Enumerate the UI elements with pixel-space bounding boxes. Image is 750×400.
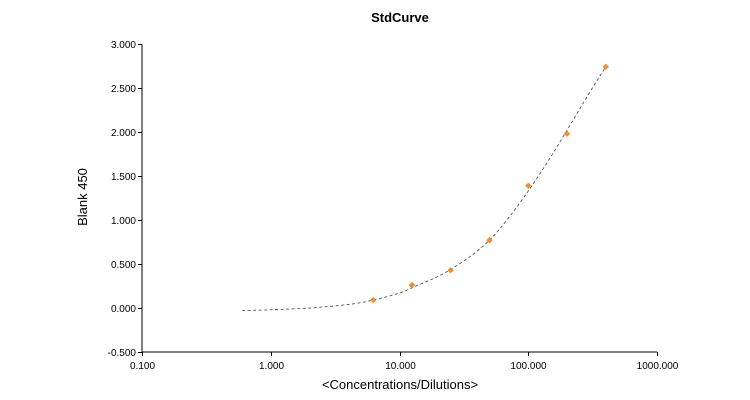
x-tick-label: 0.100 [130,361,155,372]
data-point-diamond [486,237,493,244]
y-tick-label: 2.500 [111,84,136,95]
x-tick-label: 1.000 [259,361,284,372]
data-point-diamond [447,266,454,274]
y-tick-label: 2.000 [111,128,136,139]
data-point-diamond [525,182,532,189]
x-axis-label: <Concentrations/Dilutions> [322,377,478,392]
fit-curve-layer [242,66,607,312]
x-tick-label: 10.000 [385,361,416,372]
y-tick-label: 0.500 [111,260,136,271]
data-point-diamond [408,281,416,289]
y-tick-label: 1.500 [111,172,136,183]
y-tick-label: 1.000 [111,216,136,227]
axes: -0.500 0.000 0.500 1.000 1.500 2.000 2.500 3.00… [108,40,679,372]
y-tick-label: 0.000 [111,304,136,315]
chart-title: StdCurve [371,10,429,25]
data-points-layer [370,63,609,304]
data-point-diamond [370,296,377,304]
data-point-diamond [602,63,609,71]
y-tick-label: 3.000 [111,40,136,51]
y-tick-label: -0.500 [108,348,137,359]
x-tick-label: 1000.000 [637,361,679,372]
fit-curve-line [242,66,607,312]
x-tick-label: 100.000 [510,361,547,372]
data-point-diamond [563,130,571,137]
y-axis-label: Blank 450 [75,168,90,226]
